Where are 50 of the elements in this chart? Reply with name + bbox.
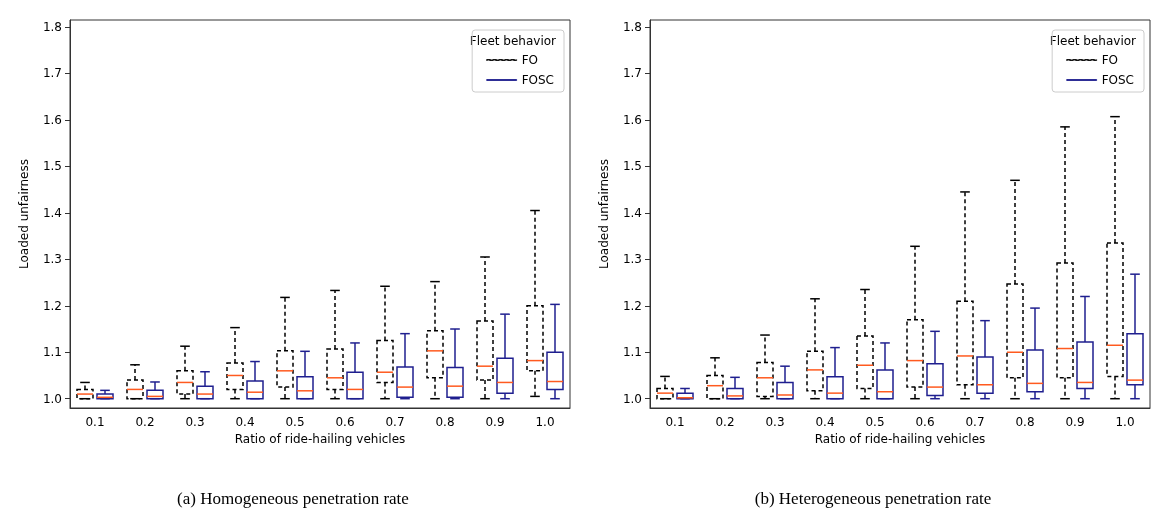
x-tick-label: 0.8 xyxy=(1015,415,1035,429)
x-tick-label: 0.3 xyxy=(185,415,205,429)
x-axis-title: Ratio of ride-hailing vehicles xyxy=(814,431,986,446)
y-tick-label: 1.0 xyxy=(42,391,62,406)
y-tick-label: 1.5 xyxy=(622,159,642,174)
x-tick-label: 1.0 xyxy=(535,415,555,429)
x-tick-label: 0.5 xyxy=(285,415,305,429)
y-tick-label: 1.0 xyxy=(622,391,642,406)
x-tick-label: 0.2 xyxy=(715,415,735,429)
legend-title: Fleet behavior xyxy=(469,34,557,48)
x-tick-label: 0.8 xyxy=(435,415,455,429)
legend-label: FO xyxy=(521,53,539,67)
legend-label: FOSC xyxy=(1101,73,1134,87)
x-tick-label: 0.3 xyxy=(765,415,785,429)
x-tick-label: 0.2 xyxy=(135,415,155,429)
y-tick-label: 1.3 xyxy=(42,252,62,267)
y-tick-label: 1.1 xyxy=(622,345,642,360)
y-axis-title: Loaded unfairness xyxy=(17,159,31,269)
y-tick-label: 1.1 xyxy=(42,345,62,360)
y-tick-label: 1.6 xyxy=(42,112,62,127)
x-tick-label: 0.6 xyxy=(915,415,935,429)
x-tick-label: 0.4 xyxy=(815,415,835,429)
legend-label: FO xyxy=(1101,53,1119,67)
y-tick-label: 1.2 xyxy=(42,298,62,313)
x-tick-label: 0.7 xyxy=(385,415,405,429)
text: (b) Heterogeneous penetration rate xyxy=(754,489,992,508)
x-tick-label: 0.6 xyxy=(335,415,355,429)
x-tick-label: 0.9 xyxy=(485,415,505,429)
text: (a) Homogeneous penetration rate xyxy=(177,489,409,508)
legend-title: Fleet behavior xyxy=(1049,34,1137,48)
y-tick-label: 1.5 xyxy=(42,159,62,174)
legend-label: FOSC xyxy=(521,73,554,87)
y-tick-label: 1.8 xyxy=(42,19,62,34)
x-tick-label: 0.4 xyxy=(235,415,255,429)
y-tick-label: 1.3 xyxy=(622,252,642,267)
y-tick-label: 1.8 xyxy=(622,19,642,34)
y-tick-label: 1.4 xyxy=(622,205,642,220)
y-tick-label: 1.6 xyxy=(622,112,642,127)
y-tick-label: 1.7 xyxy=(42,66,62,81)
x-tick-label: 0.7 xyxy=(965,415,985,429)
x-tick-label: 0.5 xyxy=(865,415,885,429)
y-tick-label: 1.2 xyxy=(622,298,642,313)
x-tick-label: 0.1 xyxy=(665,415,685,429)
x-tick-label: 0.9 xyxy=(1065,415,1085,429)
x-tick-label: 1.0 xyxy=(1115,415,1135,429)
y-axis-title: Loaded unfairness xyxy=(597,159,611,269)
x-axis-title: Ratio of ride-hailing vehicles xyxy=(234,431,406,446)
y-tick-label: 1.7 xyxy=(622,66,642,81)
x-tick-label: 0.1 xyxy=(85,415,105,429)
y-tick-label: 1.4 xyxy=(42,205,62,220)
